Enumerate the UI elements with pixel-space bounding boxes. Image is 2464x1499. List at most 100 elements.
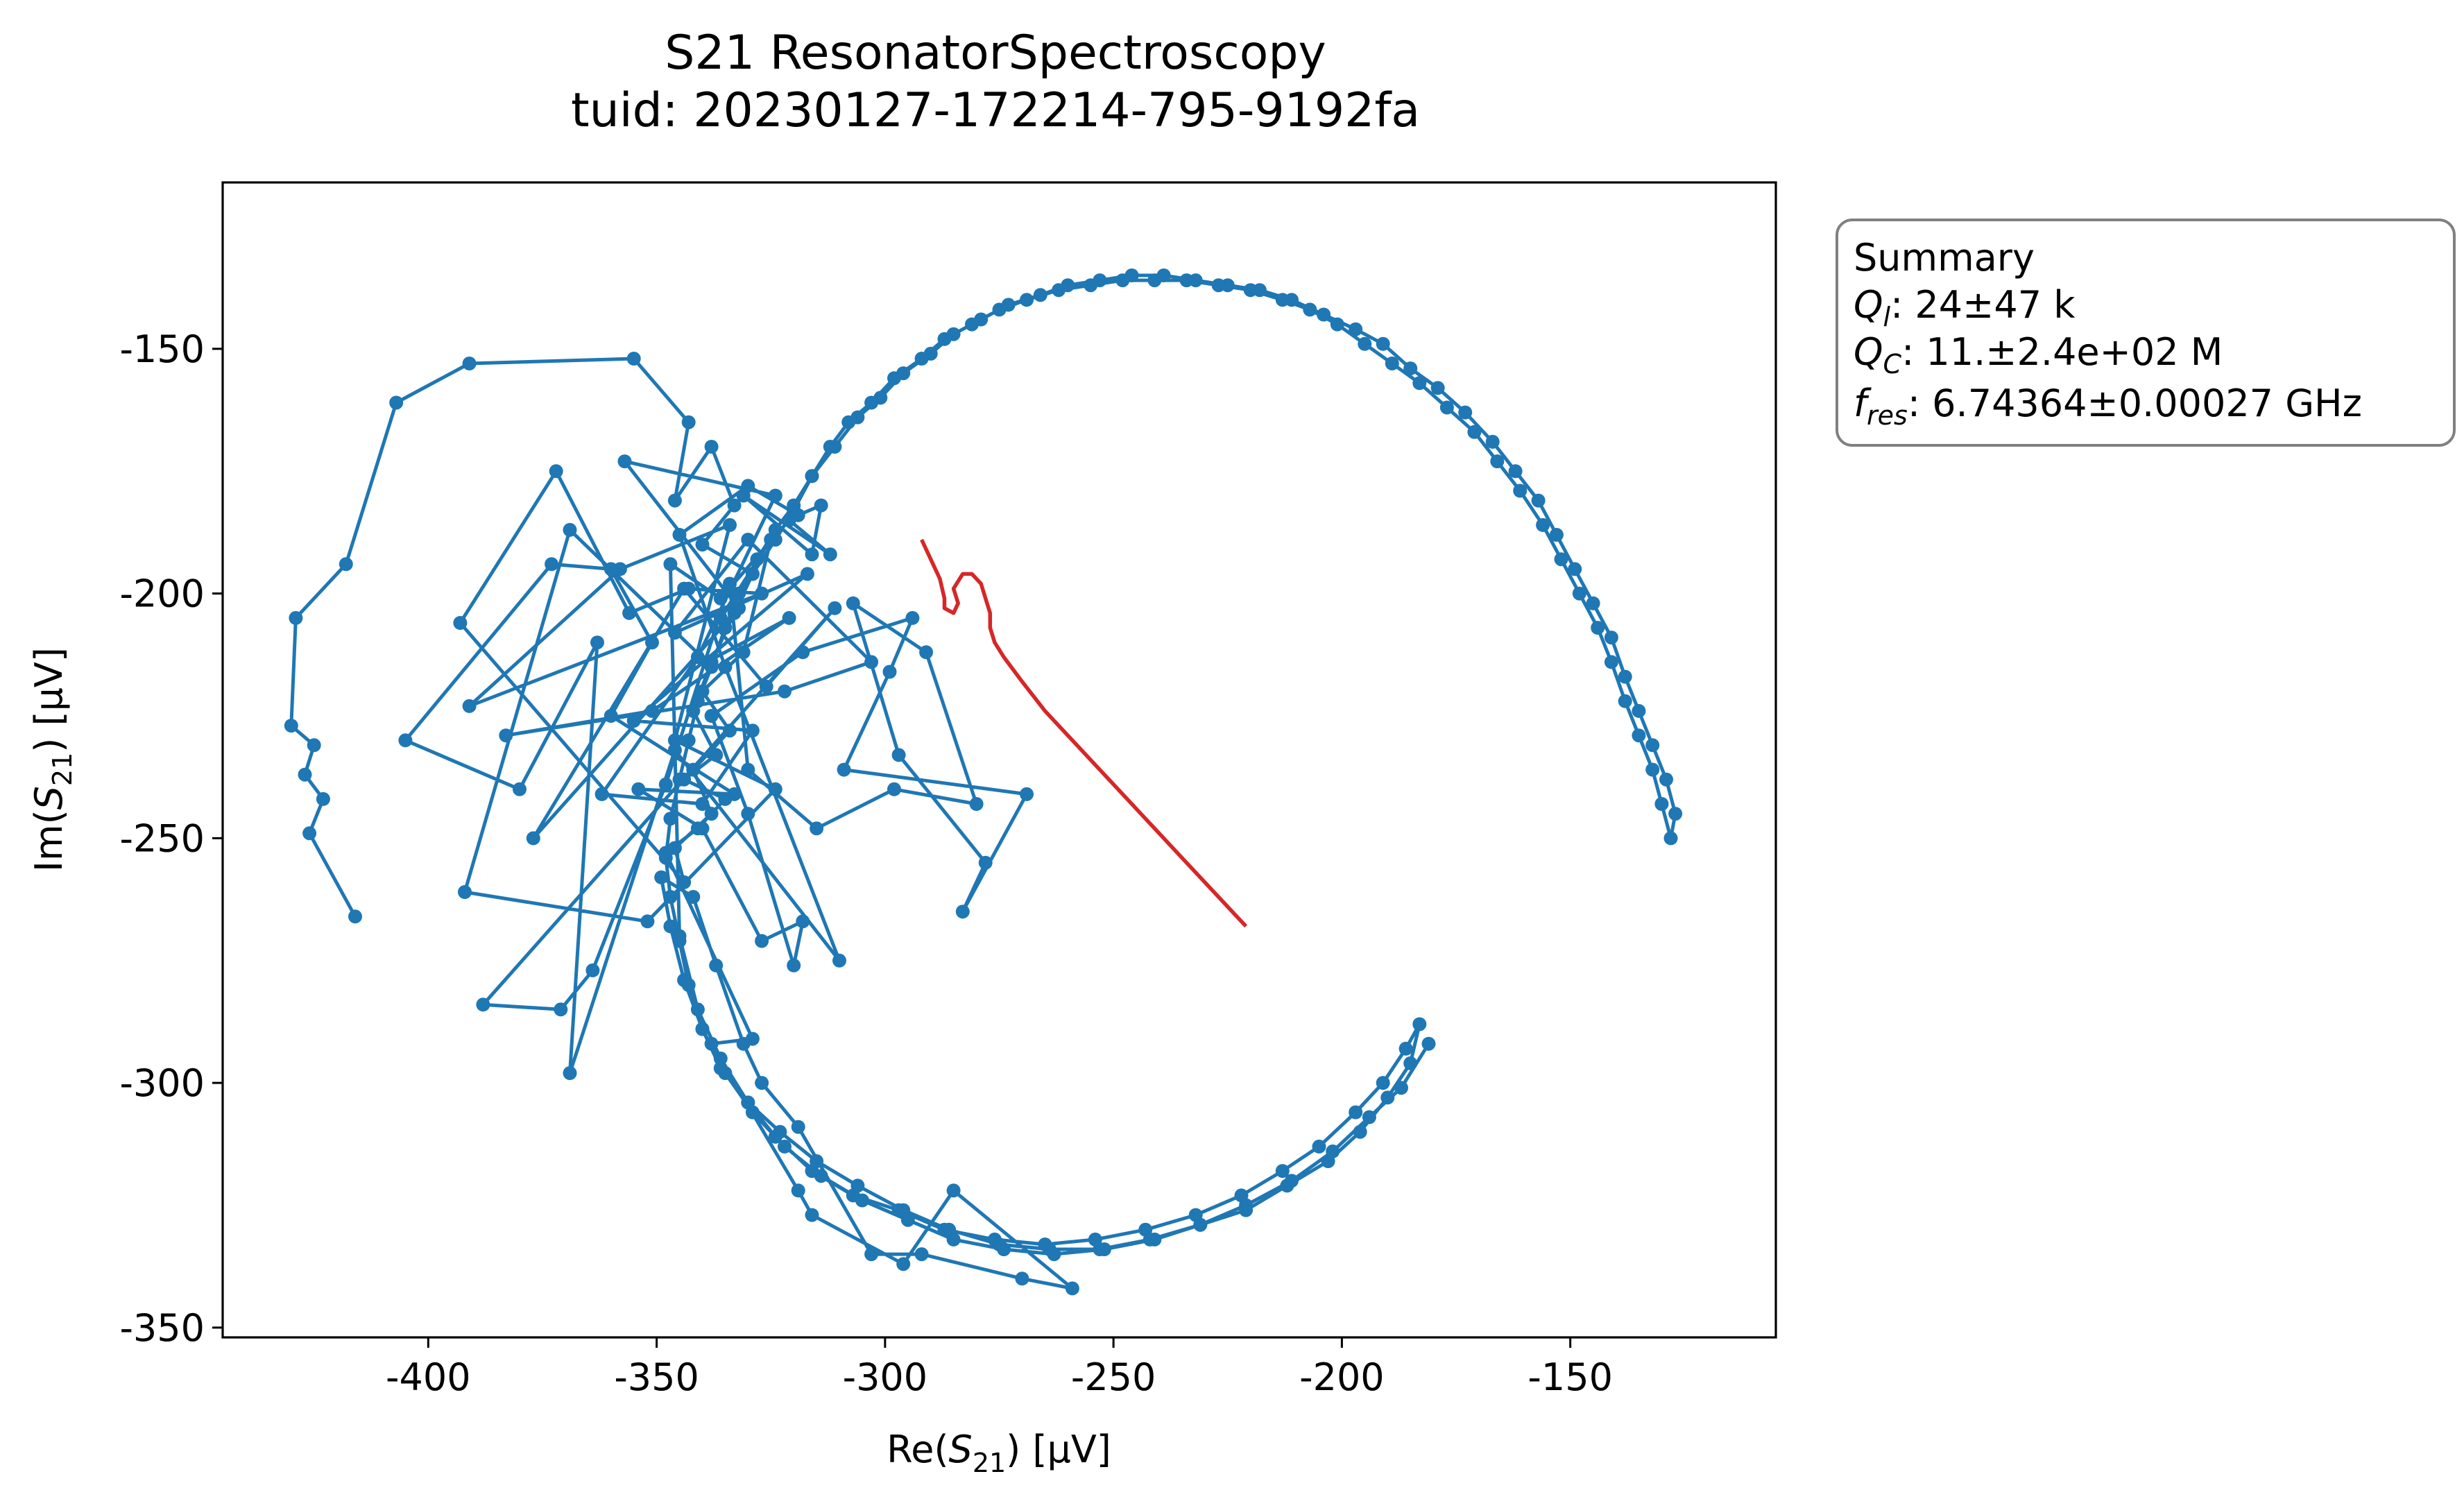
data-point: [686, 890, 701, 904]
data-point: [658, 777, 673, 791]
data-point: [307, 738, 321, 753]
data-point: [622, 606, 637, 620]
data-point: [1659, 772, 1673, 787]
qc-subscript: C: [1883, 349, 1902, 379]
title-line-2: tuid: 20230127-172214-795-9192fa: [571, 83, 1420, 138]
data-point: [663, 557, 678, 572]
fres-value: : 6.74364±0.00027 GHz: [1908, 382, 2362, 425]
data-point: [978, 855, 993, 870]
data-point: [695, 797, 710, 811]
data-point: [1618, 669, 1632, 684]
data-point: [681, 978, 696, 992]
data-point: [768, 533, 782, 547]
data-point: [1042, 1242, 1056, 1256]
data-point: [704, 807, 719, 821]
data-point: [1385, 357, 1399, 370]
data-point: [1239, 1198, 1254, 1213]
data-point: [823, 547, 837, 562]
data-point: [1376, 1076, 1390, 1090]
x-axis-ticks: -400 -350 -300 -250 -200 -150: [386, 1337, 1613, 1399]
data-point: [1663, 831, 1678, 846]
data-point: [1645, 762, 1660, 777]
data-point: [645, 703, 659, 718]
data-point: [718, 791, 733, 806]
data-point: [805, 469, 819, 483]
summary-heading: Summary: [1854, 236, 2035, 280]
data-point: [1061, 278, 1075, 293]
data-point: [727, 606, 742, 620]
data-point: [1275, 1164, 1290, 1179]
data-point: [677, 875, 692, 889]
data-point: [704, 709, 719, 723]
data-point: [1362, 1110, 1376, 1124]
ql-symbol: Q: [1854, 283, 1883, 327]
data-point: [750, 552, 764, 567]
fit-series-line: [920, 538, 1248, 928]
data-point: [828, 601, 842, 615]
data-point: [672, 528, 687, 542]
data-point: [695, 1022, 710, 1036]
data-point: [690, 821, 705, 836]
data-point: [1618, 694, 1632, 708]
data-point: [992, 1237, 1007, 1251]
data-point: [1654, 797, 1669, 811]
data-point: [1303, 302, 1317, 317]
data-point: [1467, 425, 1482, 439]
data-point: [736, 645, 751, 660]
data-point: [887, 782, 901, 796]
data-point: [1193, 1217, 1208, 1232]
data-point: [914, 1247, 929, 1262]
data-point: [284, 719, 298, 733]
plot-area: [284, 268, 1683, 1296]
data-point: [791, 1183, 805, 1198]
data-point: [302, 826, 317, 841]
data-point: [787, 498, 801, 513]
data-point: [513, 782, 527, 796]
summary-row-fres: fres: 6.74364±0.00027 GHz: [1854, 382, 2362, 431]
data-point: [974, 312, 989, 327]
data-point: [554, 1002, 568, 1017]
data-point: [1376, 336, 1390, 351]
y-tick-label: -200: [119, 572, 205, 616]
title-line-1: S21 ResonatorSpectroscopy: [665, 26, 1326, 80]
data-point: [713, 1061, 728, 1075]
data-point: [631, 782, 646, 796]
data-point: [837, 762, 851, 777]
data-point: [453, 616, 468, 630]
data-point: [946, 327, 961, 341]
x-axis-label-symbol: S: [949, 1428, 973, 1471]
data-point: [768, 522, 782, 537]
data-point: [1394, 1081, 1408, 1095]
data-point: [1412, 1017, 1427, 1031]
data-point: [604, 709, 618, 723]
plot-area-frame: [221, 181, 1777, 1339]
data-point: [626, 352, 641, 366]
data-point: [791, 1120, 805, 1134]
data-point: [339, 557, 353, 572]
data-point: [810, 821, 824, 836]
data-point: [1403, 361, 1418, 376]
data-point: [1490, 454, 1505, 469]
data-point: [1285, 293, 1299, 307]
data-point: [681, 415, 696, 429]
data-point: [855, 1193, 869, 1208]
data-point: [873, 391, 888, 405]
data-point: [828, 440, 842, 454]
data-point: [1349, 322, 1363, 336]
data-point: [1033, 288, 1047, 302]
data-point: [896, 366, 911, 381]
data-point: [1632, 728, 1646, 743]
data-point: [1317, 307, 1331, 322]
data-point: [723, 723, 737, 738]
data-point: [741, 762, 755, 777]
data-point: [1349, 1105, 1363, 1120]
data-point: [667, 493, 682, 508]
data-point: [289, 610, 303, 625]
data-point: [658, 850, 673, 865]
data-point: [814, 498, 828, 513]
data-point: [832, 953, 846, 968]
data-point: [805, 1208, 819, 1222]
data-point: [672, 772, 687, 787]
data-point: [1252, 283, 1267, 298]
data-point: [1439, 400, 1454, 415]
